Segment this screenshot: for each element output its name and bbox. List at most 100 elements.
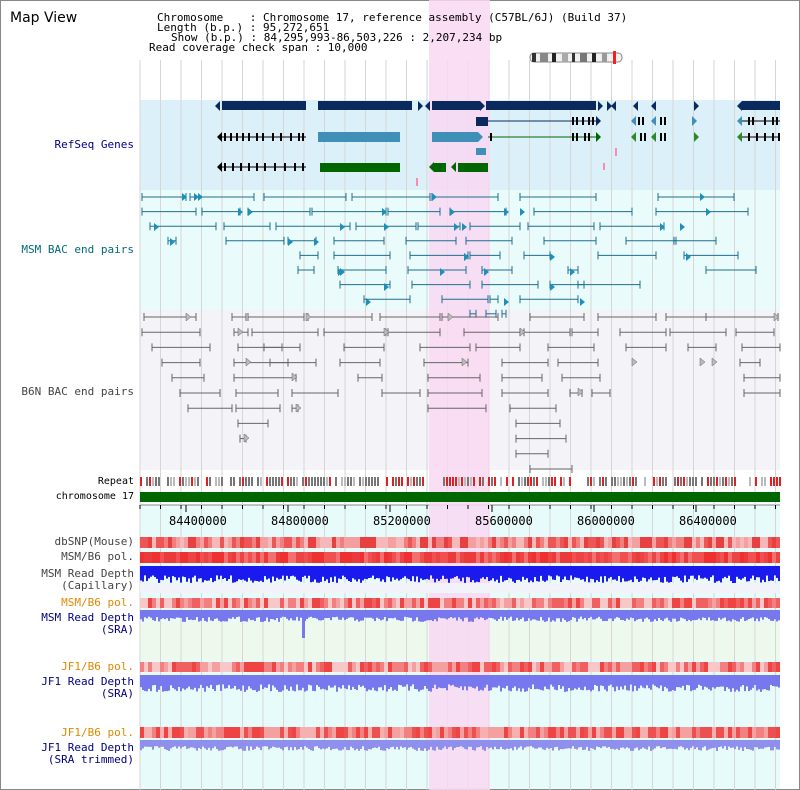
- msm-sra-depth-bar: [166, 610, 168, 619]
- track-label-msm-depth-sra[interactable]: MSM Read Depth (SRA): [41, 612, 134, 636]
- msm-capillary-depth-bar: [402, 566, 404, 578]
- msm-sra-depth-bar: [140, 610, 142, 620]
- jf1-sra-depth-bar: [662, 675, 664, 692]
- jf1-pol-cell: [476, 662, 480, 672]
- jf1-pol-trimmed-cell: [652, 727, 656, 738]
- jf1-sra-depth-bar: [566, 675, 568, 692]
- msm-pol-cell: [676, 552, 680, 563]
- track-label-jf1-depth-sra[interactable]: JF1 Read Depth (SRA): [41, 676, 134, 700]
- msm-capillary-depth-bar: [142, 566, 144, 582]
- msm-capillary-depth-bar: [602, 566, 604, 583]
- msm-capillary-depth-bar: [246, 566, 248, 582]
- track-label-refseq-genes[interactable]: RefSeq Genes: [54, 138, 134, 151]
- msm-sra-depth-bar: [506, 610, 508, 620]
- msm-pol-sra-cell: [344, 598, 348, 608]
- jf1-sra-depth-bar: [278, 675, 280, 692]
- msm-sra-depth-bar: [152, 610, 154, 621]
- track-label-b6n-bac[interactable]: B6N BAC end pairs: [21, 385, 134, 398]
- jf1-trimmed-depth-bar: [616, 740, 618, 749]
- track-label-msm-bac[interactable]: MSM BAC end pairs: [21, 243, 134, 256]
- jf1-trimmed-depth-bar: [232, 740, 234, 748]
- jf1-trimmed-depth-bar: [750, 740, 752, 750]
- ideogram-band: [592, 53, 596, 62]
- msm-sra-depth-bar: [754, 610, 756, 622]
- jf1-sra-depth-bar: [296, 675, 298, 685]
- msm-capillary-depth-bar: [400, 566, 402, 580]
- jf1-trimmed-depth-bar: [586, 740, 588, 747]
- jf1-trimmed-depth-bar: [534, 740, 536, 749]
- jf1-sra-depth-bar: [380, 675, 382, 688]
- repeat-element: [251, 477, 253, 486]
- exon-tick: [272, 133, 274, 141]
- jf1-trimmed-depth-bar: [298, 740, 300, 750]
- length-info: Length (b.p.) : 95,272,651: [157, 21, 330, 34]
- msm-sra-depth-bar: [576, 610, 578, 622]
- jf1-pol-trimmed-cell: [548, 727, 552, 738]
- repeat-element: [524, 477, 526, 486]
- msm-sra-depth-bar: [502, 610, 504, 621]
- label-line: (Capillary): [61, 579, 134, 592]
- dbsnp-cell: [452, 537, 456, 548]
- strand-arrow: [651, 116, 656, 126]
- msm-pol-sra-cell: [220, 598, 224, 608]
- msm-pol-cell: [480, 552, 484, 563]
- msm-sra-depth-bar: [630, 610, 632, 618]
- jf1-trimmed-depth-bar: [148, 740, 150, 747]
- track-label-msm-depth-capillary[interactable]: MSM Read Depth (Capillary): [41, 568, 134, 592]
- jf1-sra-depth-bar: [144, 675, 146, 691]
- repeat-element: [293, 477, 295, 486]
- jf1-pol-cell: [452, 662, 456, 672]
- b6n-bac-end-pairs[interactable]: [141, 312, 781, 473]
- msm-pol-sra-cell: [320, 598, 324, 608]
- track-label-jf1-pol-trimmed[interactable]: JF1/B6 pol.: [61, 726, 134, 739]
- repeat-element: [416, 477, 418, 486]
- track-label-msm-pol-sra[interactable]: MSM/B6 pol.: [61, 596, 134, 609]
- dbsnp-cell: [608, 537, 612, 548]
- msm-sra-depth-bar: [574, 610, 576, 618]
- msm-capillary-depth-bar: [760, 566, 762, 583]
- msm-bac-end-pairs[interactable]: [141, 193, 757, 318]
- strand-arrow: [694, 101, 699, 111]
- msm-sra-depth-bar: [288, 610, 290, 621]
- refseq-gene-models[interactable]: [215, 101, 780, 186]
- msm-pol-sra-cell: [308, 598, 312, 608]
- repeat-element: [635, 477, 637, 486]
- msm-pol-sra-cell: [640, 598, 644, 608]
- jf1-trimmed-depth-bar: [368, 740, 370, 750]
- track-label-jf1-pol[interactable]: JF1/B6 pol.: [61, 660, 134, 673]
- chromosome-ideogram[interactable]: [529, 51, 623, 64]
- jf1-trimmed-depth-bar: [552, 740, 554, 751]
- jf1-trimmed-depth-bar: [216, 740, 218, 750]
- msm-capillary-depth-bar: [442, 566, 444, 576]
- jf1-sra-depth-bar: [708, 675, 710, 690]
- jf1-pol-cell: [404, 662, 408, 672]
- msm-capillary-depth-bar: [362, 566, 364, 581]
- dbsnp-cell: [520, 537, 524, 548]
- jf1-sra-depth-bar: [300, 675, 302, 691]
- jf1-pol-trimmed-cell: [356, 727, 360, 738]
- jf1-sra-depth-bar: [408, 675, 410, 691]
- msm-sra-depth-bar: [648, 610, 650, 620]
- jf1-pol-trimmed-cell: [160, 727, 164, 738]
- jf1-pol-trimmed-cell: [776, 727, 780, 738]
- jf1-sra-depth-bar: [384, 675, 386, 686]
- track-label-dbsnp[interactable]: dbSNP(Mouse): [54, 535, 134, 548]
- jf1-sra-depth-bar: [338, 675, 340, 688]
- msm-pol-cell: [652, 552, 656, 563]
- msm-sra-depth-bar: [646, 610, 648, 618]
- msm-capillary-depth-bar: [520, 566, 522, 582]
- msm-pol-sra-cell: [460, 598, 464, 608]
- jf1-pol-trimmed-cell: [496, 727, 500, 738]
- ideogram-band: [580, 53, 587, 62]
- msm-capillary-depth-bar: [186, 566, 188, 582]
- msm-sra-depth-bar: [330, 610, 332, 621]
- track-label-jf1-depth-trimmed[interactable]: JF1 Read Depth (SRA trimmed): [41, 742, 134, 766]
- dbsnp-cell: [284, 537, 288, 548]
- msm-pol-cell: [316, 552, 320, 563]
- repeat-element: [278, 477, 280, 486]
- msm-sra-depth-bar: [430, 610, 432, 621]
- repeat-element: [719, 477, 721, 486]
- msm-sra-depth-bar: [388, 610, 390, 619]
- track-label-msm-pol[interactable]: MSM/B6 pol.: [61, 550, 134, 563]
- exon-tick: [642, 117, 644, 125]
